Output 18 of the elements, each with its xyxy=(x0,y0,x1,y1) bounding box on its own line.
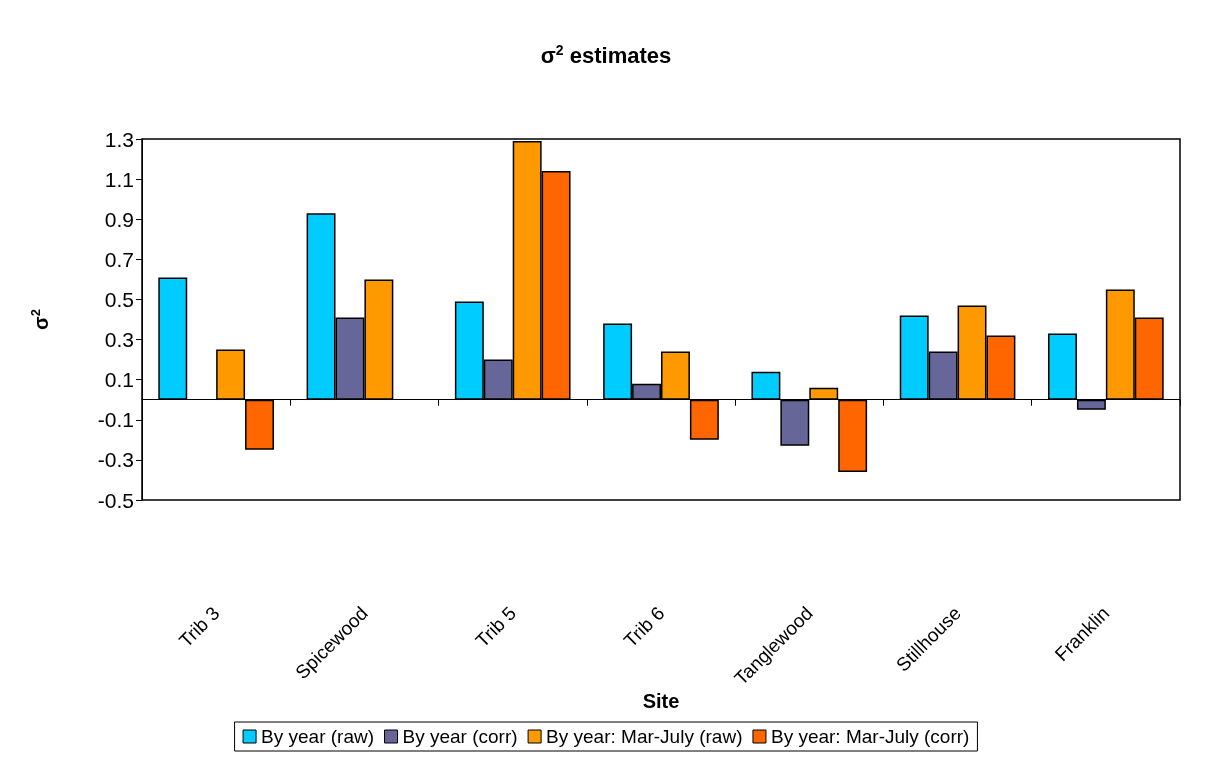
x-axis-title: Site xyxy=(642,690,680,713)
y-tick-label: -0.3 xyxy=(97,448,134,472)
y-tick-label: 0.3 xyxy=(104,328,134,352)
y-tick-label: -0.1 xyxy=(97,408,134,432)
legend-label: By year (raw) xyxy=(261,726,375,747)
y-tick-label: 0.1 xyxy=(104,368,134,392)
legend-label: By year (corr) xyxy=(402,726,518,747)
y-tick-label: 1.1 xyxy=(104,167,134,191)
legend-label: By year: Mar-July (corr) xyxy=(770,726,970,747)
x-tick-label: Trib 6 xyxy=(619,602,669,652)
x-tick-label: Trib 5 xyxy=(471,602,521,652)
legend-label: By year: Mar-July (raw) xyxy=(546,726,743,747)
y-tick-label: 0.7 xyxy=(104,247,134,271)
x-tick-label: Trib 3 xyxy=(174,602,224,652)
y-tick-label: -0.5 xyxy=(97,488,134,512)
y-tick-label: 0.9 xyxy=(104,207,134,231)
y-tick-label: 0.5 xyxy=(104,287,134,311)
y-tick-label: 1.3 xyxy=(104,127,134,151)
